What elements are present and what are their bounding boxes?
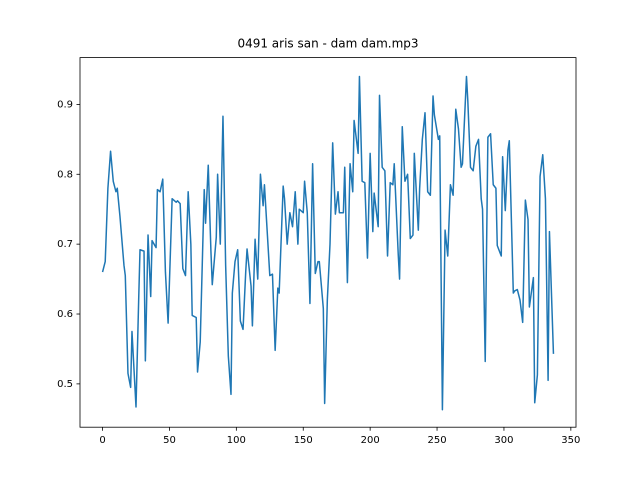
- x-tick-label: 300: [494, 435, 513, 446]
- x-tick-label: 100: [227, 435, 246, 446]
- y-tick-label: 0.9: [57, 99, 73, 110]
- x-tick-label: 150: [294, 435, 313, 446]
- x-tick-label: 350: [561, 435, 580, 446]
- chart-title: 0491 aris san - dam dam.mp3: [237, 37, 418, 51]
- data-line: [101, 75, 555, 411]
- x-tick-label: 50: [163, 435, 176, 446]
- y-tick-label: 0.8: [57, 169, 73, 180]
- y-tick-label: 0.6: [57, 309, 73, 320]
- x-tick-label: 250: [428, 435, 447, 446]
- plot-frame: [79, 57, 577, 428]
- y-tick-label: 0.5: [57, 379, 73, 390]
- y-tick-label: 0.7: [57, 239, 73, 250]
- x-tick-label: 200: [361, 435, 380, 446]
- x-tick-label: 0: [99, 435, 105, 446]
